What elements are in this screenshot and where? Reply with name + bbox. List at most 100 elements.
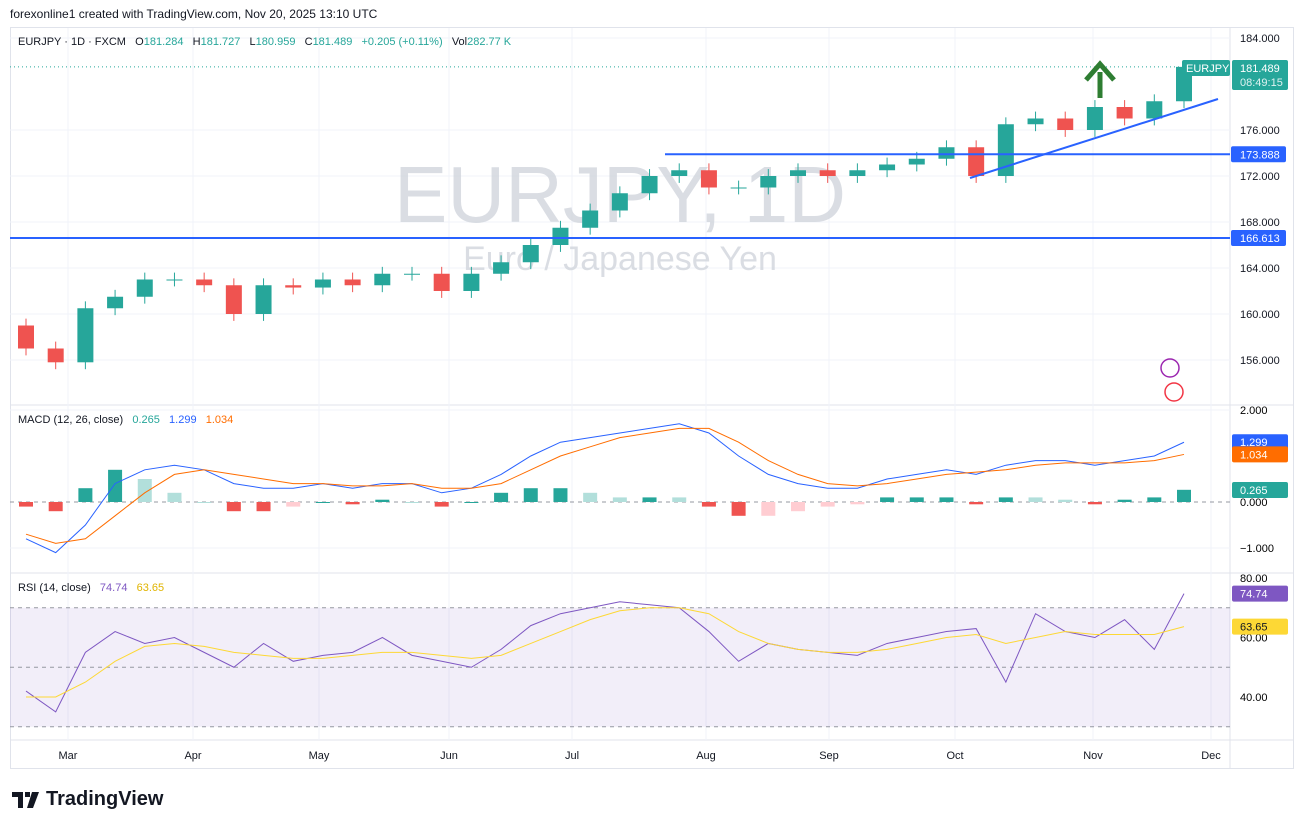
symbol-badge-label: EURJPY [1186,63,1230,75]
candle [344,279,361,286]
macd-histogram-bar [19,502,33,507]
rsi-value-badge [1232,585,1288,602]
time-axis-label: Jul [565,750,579,762]
symbol-badge [1182,60,1230,76]
macd-histogram-bar [48,502,63,512]
macd-histogram-bar [612,497,627,502]
macd-badge-label: 1.034 [1240,449,1268,461]
macd-value-badge [1232,434,1288,451]
macd-histogram-bar [880,497,895,502]
candle [285,285,302,288]
price-badge-label: 181.489 [1240,63,1280,75]
candle [1146,101,1163,119]
countdown-label: 08:49:15 [1240,77,1283,89]
candle [1027,118,1044,125]
high-label: H [192,36,201,48]
rsi-badge-label: 63.65 [1240,622,1268,634]
macd-signal-value: 1.034 [205,414,234,426]
rsi-value: 74.74 [99,582,128,594]
macd-badge-label: 1.299 [1240,437,1268,449]
candle [196,279,213,286]
macd-histogram-bar [256,502,271,512]
price-axis-label: 172.000 [1240,171,1280,183]
macd-histogram-bar [998,497,1013,502]
candle [522,245,539,263]
macd-histogram-bar [939,497,954,502]
candle [404,273,420,275]
macd-histogram-bar [850,502,865,505]
macd-histogram-bar [137,479,152,502]
macd-value-badge [1232,482,1288,498]
low-value: 180.959 [255,36,296,48]
macd-badge-label: 0.265 [1240,485,1268,497]
chart-credit: forexonline1 created with TradingView.co… [10,7,378,21]
macd-signal-line [25,427,1185,544]
macd-legend[interactable]: MACD (12, 26, close) 0.265 1.299 1.034 [18,414,233,426]
candle [107,296,124,309]
candle [700,170,717,188]
macd-histogram-bar [761,502,776,516]
candle [819,170,836,176]
volume-value: 282.77 K [467,36,512,48]
close-label: C [304,36,313,48]
macd-histogram-bar [197,502,212,503]
time-axis-label: Sep [819,750,839,762]
macd-histogram-bar [523,488,538,502]
macd-histogram-bar [345,502,360,505]
level-badge [1231,146,1286,163]
candle [552,227,569,245]
rsi-ma-value: 63.65 [136,582,165,594]
time-axis-label: Oct [946,750,963,762]
tradingview-logo-icon [12,791,39,808]
time-axis-label: Apr [184,750,201,762]
price-axis-label: 164.000 [1240,263,1280,275]
macd-axis-label: 0.000 [1240,497,1268,509]
candle [1086,107,1103,130]
macd-value-badge [1232,446,1288,463]
macd-histogram-bar [286,502,301,507]
candle [849,170,866,176]
price-badge [1232,60,1288,90]
candle [908,158,925,165]
price-axis-label: 184.000 [1240,33,1280,45]
time-axis-label: Mar [59,750,78,762]
rsi-axis-label: 40.00 [1240,692,1268,704]
rsi-ma-line [26,607,1185,698]
price-axis-label: 168.000 [1240,217,1280,229]
macd-hist-value: 0.265 [132,414,160,426]
candle [463,273,480,291]
candle [225,285,242,314]
macd-value: 1.299 [169,414,197,426]
macd-axis-label: 2.000 [1240,405,1268,417]
trendline [969,98,1219,179]
macd-histogram-bar [464,502,479,503]
macd-histogram-bar [1087,502,1102,505]
price-axis-label: 176.000 [1240,125,1280,137]
rsi-axis-label: 60.00 [1240,633,1268,645]
high-value: 181.727 [200,36,241,48]
candle [671,170,688,176]
up-arrow-icon [1084,60,1116,98]
macd-histogram-bar [701,502,716,507]
symbol-legend[interactable]: EURJPY · 1D · FXCM O181.284 H181.727 L18… [18,36,511,48]
rsi-badge-label: 74.74 [1240,589,1268,601]
macd-histogram-bar [1117,499,1132,502]
rsi-legend[interactable]: RSI (14, close) 74.74 63.65 [18,582,164,594]
candle [730,187,747,189]
candle [879,164,896,171]
close-value: 181.489 [312,36,353,48]
macd-histogram-bar [1058,499,1073,502]
open-label: O [135,36,144,48]
macd-histogram-bar [78,488,93,502]
symbol-info: EURJPY · 1D · FXCM [18,36,126,48]
tradingview-logo[interactable]: TradingView [12,788,163,811]
candle [136,279,153,297]
macd-histogram-bar [108,469,123,502]
candle [1116,107,1133,119]
macd-axis-label: −1.000 [1240,543,1274,555]
events-icon [1164,382,1184,402]
macd-histogram-bar [583,492,598,502]
candle [166,279,183,281]
low-label: L [249,36,256,48]
